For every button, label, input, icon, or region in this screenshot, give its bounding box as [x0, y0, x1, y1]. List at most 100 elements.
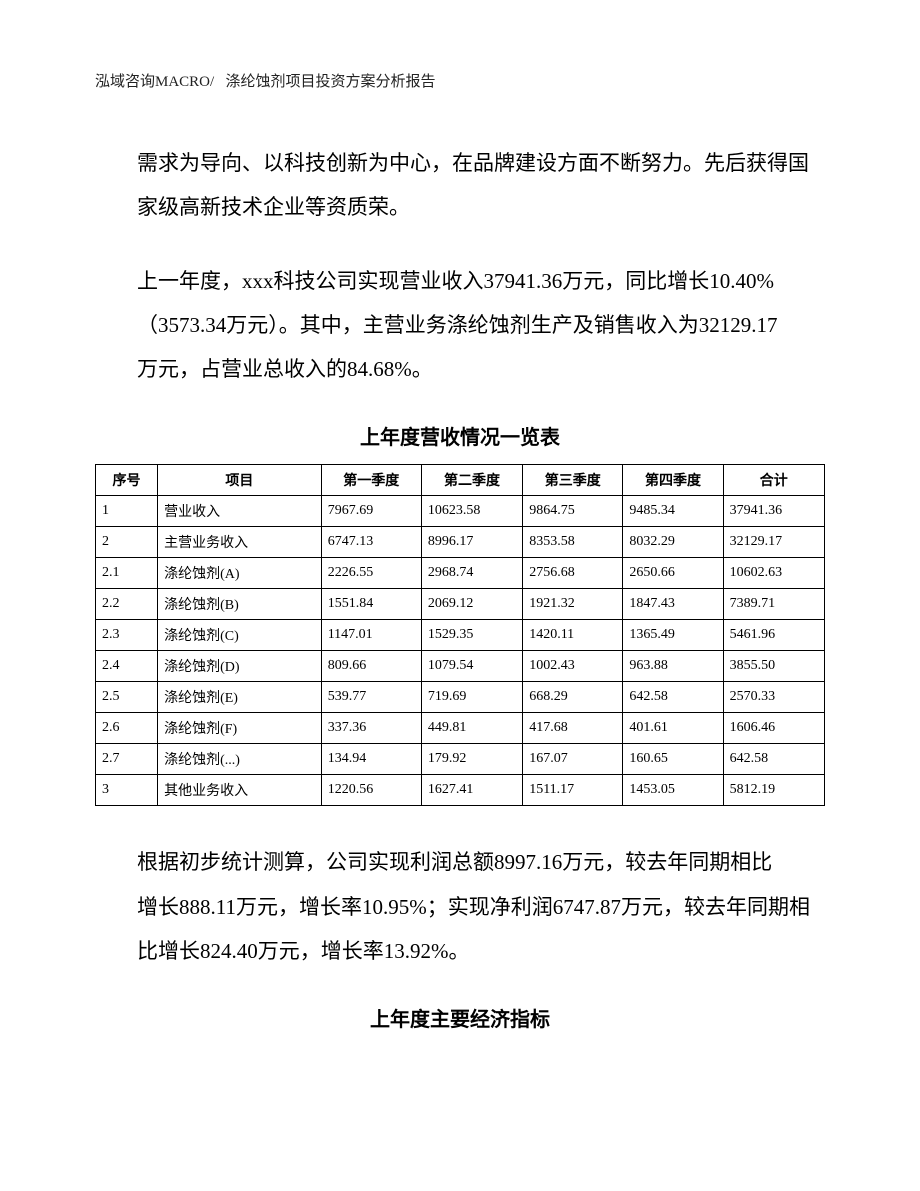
table-cell: 2.5: [96, 682, 158, 713]
table-cell: 其他业务收入: [158, 775, 322, 806]
table-cell: 3: [96, 775, 158, 806]
col-header-q4: 第四季度: [623, 465, 723, 496]
table-cell: 3855.50: [723, 651, 824, 682]
table-cell: 1147.01: [321, 620, 421, 651]
table-cell: 涤纶蚀剂(B): [158, 589, 322, 620]
p3-line2: 增长888.11万元，增长率10.95%；实现净利润6747.87万元，较去年同…: [95, 885, 825, 929]
table-cell: 涤纶蚀剂(F): [158, 713, 322, 744]
table-cell: 1079.54: [421, 651, 522, 682]
table-cell: 642.58: [623, 682, 723, 713]
table-cell: 32129.17: [723, 527, 824, 558]
p1-line2: 家级高新技术企业等资质荣。: [95, 185, 825, 229]
table-cell: 10602.63: [723, 558, 824, 589]
p2-line2: （3573.34万元）。其中，主营业务涤纶蚀剂生产及销售收入为32129.17: [95, 303, 825, 347]
table-row: 2.2涤纶蚀剂(B)1551.842069.121921.321847.4373…: [96, 589, 825, 620]
table-cell: 401.61: [623, 713, 723, 744]
table-cell: 2570.33: [723, 682, 824, 713]
table-cell: 2226.55: [321, 558, 421, 589]
table-cell: 1529.35: [421, 620, 522, 651]
table-cell: 涤纶蚀剂(A): [158, 558, 322, 589]
table-cell: 1847.43: [623, 589, 723, 620]
table-cell: 8996.17: [421, 527, 522, 558]
table-cell: 1606.46: [723, 713, 824, 744]
table-cell: 8353.58: [523, 527, 623, 558]
table-cell: 160.65: [623, 744, 723, 775]
paragraph-block-2: 上一年度，xxx科技公司实现营业收入37941.36万元，同比增长10.40% …: [95, 259, 825, 391]
table-row: 2.1涤纶蚀剂(A)2226.552968.742756.682650.6610…: [96, 558, 825, 589]
document-page: 泓域咨询MACRO/ 涤纶蚀剂项目投资方案分析报告 需求为导向、以科技创新为中心…: [0, 0, 920, 1191]
table-row: 2.4涤纶蚀剂(D)809.661079.541002.43963.883855…: [96, 651, 825, 682]
table-cell: 5812.19: [723, 775, 824, 806]
table-cell: 963.88: [623, 651, 723, 682]
table-cell: 1921.32: [523, 589, 623, 620]
table-cell: 7389.71: [723, 589, 824, 620]
table-cell: 6747.13: [321, 527, 421, 558]
table-cell: 2.2: [96, 589, 158, 620]
table-cell: 179.92: [421, 744, 522, 775]
col-header-item: 项目: [158, 465, 322, 496]
table-cell: 167.07: [523, 744, 623, 775]
table-cell: 1365.49: [623, 620, 723, 651]
table-cell: 1: [96, 496, 158, 527]
col-header-q2: 第二季度: [421, 465, 522, 496]
table-row: 2.7涤纶蚀剂(...)134.94179.92167.07160.65642.…: [96, 744, 825, 775]
table-cell: 1511.17: [523, 775, 623, 806]
table-cell: 1551.84: [321, 589, 421, 620]
table-cell: 9485.34: [623, 496, 723, 527]
paragraph-block-1: 需求为导向、以科技创新为中心，在品牌建设方面不断努力。先后获得国 家级高新技术企…: [95, 141, 825, 229]
table-cell: 涤纶蚀剂(...): [158, 744, 322, 775]
header-left: 泓域咨询MACRO/: [95, 74, 214, 90]
table2-title: 上年度主要经济指标: [95, 1003, 825, 1032]
table1-title: 上年度营收情况一览表: [95, 421, 825, 450]
col-header-q1: 第一季度: [321, 465, 421, 496]
table-cell: 2.4: [96, 651, 158, 682]
table-cell: 668.29: [523, 682, 623, 713]
table-header-row: 序号 项目 第一季度 第二季度 第三季度 第四季度 合计: [96, 465, 825, 496]
table-cell: 134.94: [321, 744, 421, 775]
table-cell: 417.68: [523, 713, 623, 744]
table-cell: 1220.56: [321, 775, 421, 806]
table-cell: 1002.43: [523, 651, 623, 682]
table-cell: 2756.68: [523, 558, 623, 589]
col-header-seq: 序号: [96, 465, 158, 496]
page-header: 泓域咨询MACRO/ 涤纶蚀剂项目投资方案分析报告: [95, 70, 825, 91]
table-cell: 涤纶蚀剂(E): [158, 682, 322, 713]
revenue-table: 序号 项目 第一季度 第二季度 第三季度 第四季度 合计 1营业收入7967.6…: [95, 464, 825, 806]
table-cell: 2650.66: [623, 558, 723, 589]
table-cell: 涤纶蚀剂(D): [158, 651, 322, 682]
table-cell: 539.77: [321, 682, 421, 713]
table-row: 2.5涤纶蚀剂(E)539.77719.69668.29642.582570.3…: [96, 682, 825, 713]
p3-line3: 比增长824.40万元，增长率13.92%。: [95, 929, 825, 973]
header-right: 涤纶蚀剂项目投资方案分析报告: [225, 74, 435, 90]
table-cell: 1627.41: [421, 775, 522, 806]
table-cell: 9864.75: [523, 496, 623, 527]
table-cell: 1420.11: [523, 620, 623, 651]
table-row: 2主营业务收入6747.138996.178353.588032.2932129…: [96, 527, 825, 558]
table-cell: 涤纶蚀剂(C): [158, 620, 322, 651]
p2-line3: 万元，占营业总收入的84.68%。: [95, 347, 825, 391]
table-row: 2.3涤纶蚀剂(C)1147.011529.351420.111365.4954…: [96, 620, 825, 651]
table-cell: 719.69: [421, 682, 522, 713]
table-cell: 449.81: [421, 713, 522, 744]
table-cell: 809.66: [321, 651, 421, 682]
table-cell: 10623.58: [421, 496, 522, 527]
table-cell: 8032.29: [623, 527, 723, 558]
table-cell: 2.1: [96, 558, 158, 589]
table-row: 1营业收入7967.6910623.589864.759485.3437941.…: [96, 496, 825, 527]
table-cell: 642.58: [723, 744, 824, 775]
table-cell: 2069.12: [421, 589, 522, 620]
table-cell: 2.3: [96, 620, 158, 651]
paragraph-block-3: 根据初步统计测算，公司实现利润总额8997.16万元，较去年同期相比 增长888…: [95, 840, 825, 972]
p2-line1: 上一年度，xxx科技公司实现营业收入37941.36万元，同比增长10.40%: [95, 259, 825, 303]
table-cell: 337.36: [321, 713, 421, 744]
table-cell: 1453.05: [623, 775, 723, 806]
table-cell: 2.6: [96, 713, 158, 744]
table-row: 2.6涤纶蚀剂(F)337.36449.81417.68401.611606.4…: [96, 713, 825, 744]
table-cell: 5461.96: [723, 620, 824, 651]
table-cell: 主营业务收入: [158, 527, 322, 558]
p1-line1: 需求为导向、以科技创新为中心，在品牌建设方面不断努力。先后获得国: [95, 141, 825, 185]
col-header-total: 合计: [723, 465, 824, 496]
table-cell: 2: [96, 527, 158, 558]
p3-line1: 根据初步统计测算，公司实现利润总额8997.16万元，较去年同期相比: [95, 840, 825, 884]
table-cell: 37941.36: [723, 496, 824, 527]
